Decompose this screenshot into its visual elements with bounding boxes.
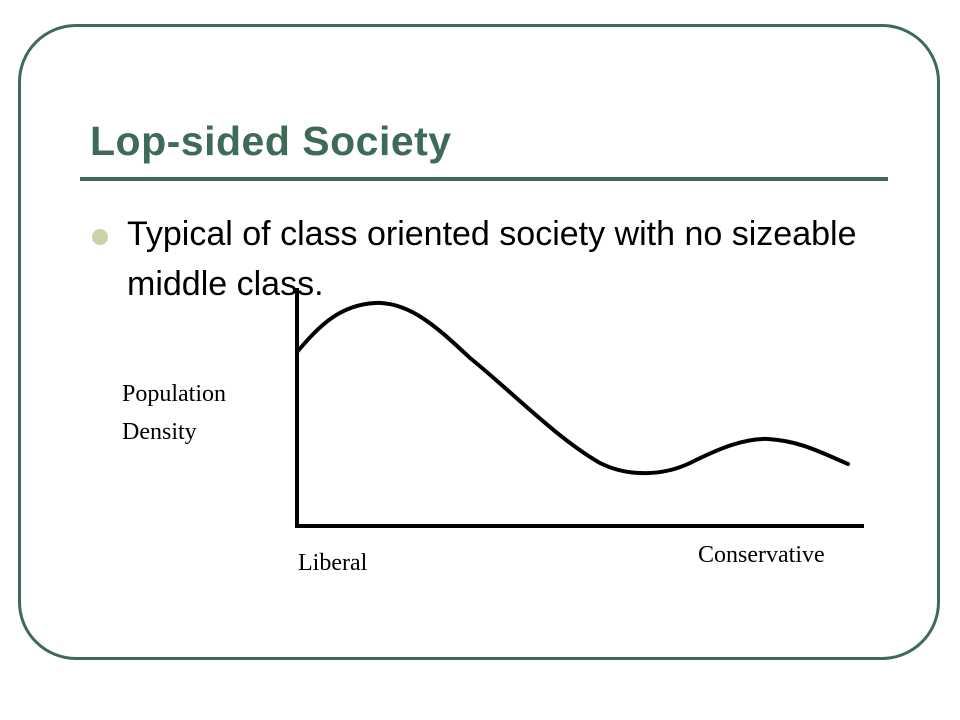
- slide-frame: [18, 24, 940, 660]
- title-underline: [80, 177, 888, 181]
- y-axis-label-line-1: Population: [122, 381, 227, 407]
- y-axis-label: Population Density: [122, 375, 272, 451]
- population-curve: [295, 300, 850, 476]
- bullet-text: Typical of class oriented society with n…: [127, 215, 857, 303]
- slide-title: Lop-sided Society: [90, 118, 452, 164]
- y-axis-label-line-2: Density: [122, 419, 197, 445]
- x-axis-left-label: Liberal: [298, 550, 368, 576]
- x-axis-right-label: Conservative: [698, 542, 825, 568]
- bullet-dot-icon: [92, 229, 108, 245]
